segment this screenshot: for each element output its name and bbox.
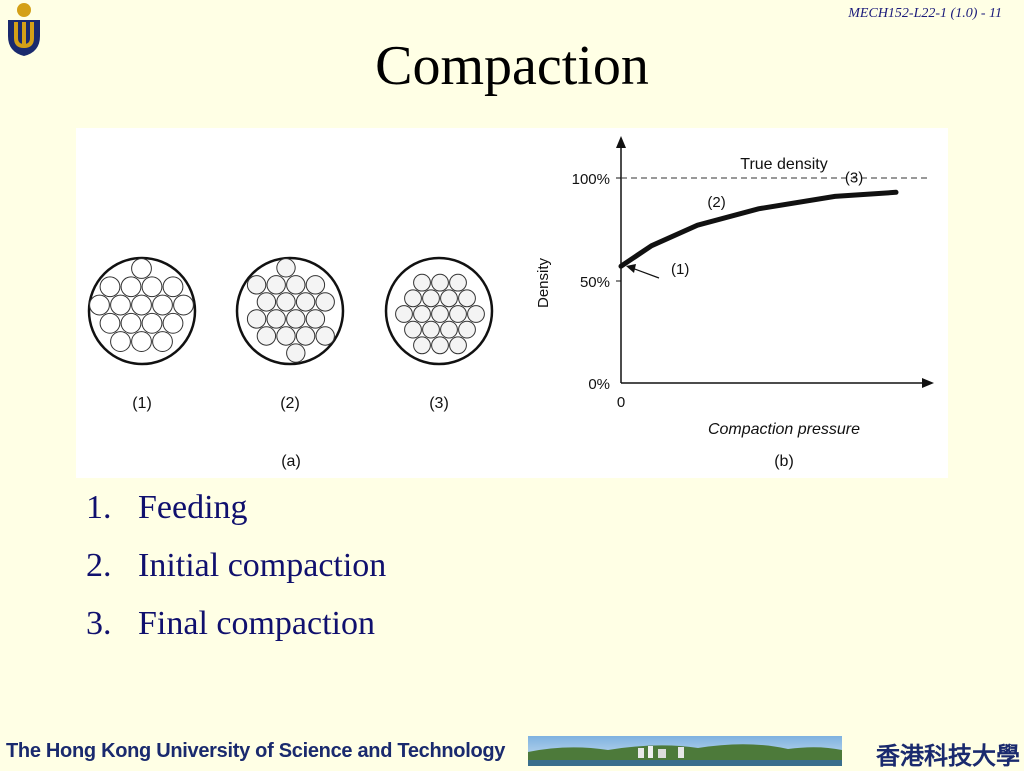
particle (286, 343, 306, 363)
particle (404, 320, 422, 339)
particle (131, 294, 152, 316)
particle (256, 326, 277, 346)
figure-canvas: (1) (2) (3) (a) True density 100% 50% 0%… (87, 136, 934, 470)
step-text: Final compaction (138, 605, 376, 642)
particle (141, 276, 163, 298)
density-curve (618, 189, 899, 269)
particle (315, 292, 335, 312)
curve-stage-label: (3) (845, 169, 863, 186)
y-tick-100: 100% (572, 171, 610, 188)
particle (404, 289, 422, 308)
particle (449, 336, 467, 355)
slide-reference: MECH152-L22-1 (1.0) - 11 (848, 6, 1002, 21)
campus-photo (528, 736, 842, 766)
particle (266, 275, 286, 295)
particle (120, 312, 142, 334)
particle (431, 336, 449, 355)
particle (276, 326, 296, 346)
particle (422, 320, 440, 339)
university-name: The Hong Kong University of Science and … (6, 740, 506, 762)
particle-container-stage-3 (384, 256, 494, 366)
particle (286, 275, 306, 295)
x-axis-label: Compaction pressure (708, 421, 860, 438)
particle (431, 305, 449, 323)
particle (246, 275, 267, 295)
particle (431, 273, 449, 292)
particle (440, 289, 458, 308)
particle (276, 258, 296, 278)
particle (131, 331, 152, 352)
compaction-figure: (1) (2) (3) (a) True density 100% 50% 0%… (76, 128, 948, 478)
particle (246, 309, 267, 329)
particle (458, 289, 476, 308)
particle (173, 294, 194, 316)
particle (110, 294, 131, 316)
particle (467, 305, 485, 323)
x-origin-label: 0 (617, 394, 625, 411)
step-text: Initial compaction (138, 547, 387, 584)
particle (276, 292, 296, 312)
particle (305, 275, 326, 295)
particle (413, 336, 431, 355)
x-axis-arrow (922, 378, 934, 388)
particle-container-stage-2 (235, 256, 345, 366)
stage-label-1: (1) (132, 395, 152, 412)
list-item: 2. Initial compaction (86, 544, 386, 602)
particle (422, 289, 440, 308)
particle (256, 292, 277, 312)
particle (152, 294, 173, 316)
particle (295, 292, 316, 312)
particle (449, 273, 467, 292)
particle (99, 276, 121, 298)
particle (449, 305, 467, 323)
slide-title: Compaction (375, 35, 649, 97)
particle-container-stage-1 (87, 256, 197, 366)
panel-b-caption: (b) (774, 453, 794, 470)
particle (120, 276, 142, 298)
curve-labels: (1) (2) (3) (671, 169, 863, 278)
particle (295, 326, 316, 346)
true-density-label: True density (740, 156, 827, 173)
particle (413, 305, 431, 323)
stage-label-3: (3) (429, 395, 449, 412)
particle (141, 312, 163, 334)
university-logo (8, 3, 40, 56)
particle (286, 309, 306, 329)
particle (413, 273, 431, 292)
particle (131, 258, 152, 279)
step-number: 2. (86, 547, 112, 584)
particle (305, 309, 326, 329)
y-tick-0: 0% (588, 376, 610, 393)
particle (440, 320, 458, 339)
y-axis-arrow (616, 136, 626, 148)
particle (162, 312, 184, 334)
particle (395, 305, 413, 323)
particle (315, 326, 335, 346)
particle (162, 276, 184, 298)
list-item: 1. Feeding (86, 486, 386, 544)
panel-a-caption: (a) (281, 453, 301, 470)
particle (458, 320, 476, 339)
particle (99, 312, 121, 334)
stage-label-2: (2) (280, 395, 300, 412)
curve-stage-label: (2) (707, 194, 725, 211)
compaction-steps-list: 1. Feeding 2. Initial compaction 3. Final c… (86, 486, 386, 660)
particle (152, 331, 173, 352)
curve-stage-label: (1) (671, 261, 689, 278)
list-item: 3. Final compaction (86, 602, 386, 660)
y-axis-label: Density (535, 257, 552, 308)
density-chart: True density 100% 50% 0% 0 Density Compa… (535, 136, 934, 470)
particle (266, 309, 286, 329)
particle (89, 294, 110, 316)
stage-1-pointer (631, 267, 660, 279)
y-tick-50: 50% (580, 274, 610, 291)
step-text: Feeding (138, 489, 248, 526)
particle (110, 331, 131, 352)
footer-banner: The Hong Kong University of Science and … (0, 734, 1024, 770)
step-number: 1. (86, 489, 112, 526)
step-number: 3. (86, 605, 112, 642)
university-chinese-name: 香港科技大學 (876, 742, 1020, 770)
